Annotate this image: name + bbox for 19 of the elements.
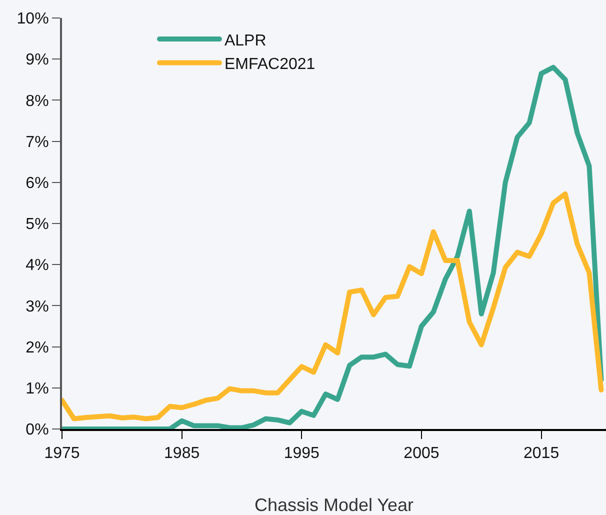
x-tick-label: 1985 [164, 445, 200, 462]
y-tick-label: 9% [26, 52, 49, 69]
x-tick-label: 1975 [44, 445, 80, 462]
x-tick-label: 2005 [404, 445, 440, 462]
x-tick-label: 2015 [524, 445, 560, 462]
y-tick-label: 2% [26, 339, 49, 356]
legend-label: EMFAC2021 [224, 56, 316, 74]
y-tick-label: 6% [26, 175, 49, 192]
legend-label: ALPR [224, 32, 266, 50]
x-tick-label: 1995 [284, 445, 320, 462]
y-tick-label: 7% [26, 134, 49, 151]
y-tick-label: 10% [16, 10, 49, 28]
y-tick-label: 3% [26, 298, 49, 316]
y-tick-label: 0% [26, 422, 49, 439]
y-tick-label: 4% [26, 257, 49, 274]
x-axis-title: Chassis Model Year [254, 495, 414, 515]
y-tick-label: 8% [26, 92, 49, 110]
y-tick-label: 1% [26, 380, 49, 398]
y-tick-label: 5% [26, 216, 49, 234]
